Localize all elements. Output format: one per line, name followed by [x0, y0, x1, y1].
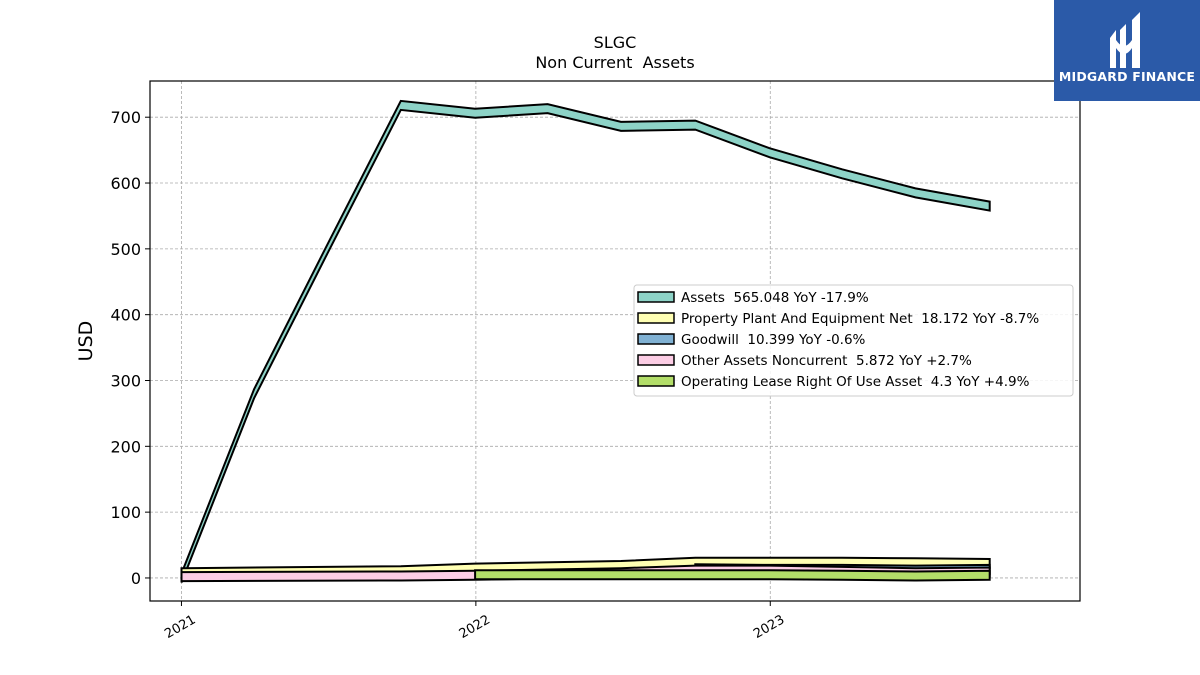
x-tick-label: 2023: [751, 612, 787, 642]
chart-subtitle: Non Current Assets: [535, 53, 694, 72]
series-operating-lease-right-of-use-asset: [474, 569, 991, 582]
y-tick-label: 100: [110, 503, 141, 522]
series-layer: [180, 99, 991, 583]
x-tick-label: 2022: [457, 612, 493, 642]
legend-entry: Other Assets Noncurrent 5.872 YoY +2.7%: [681, 353, 972, 369]
legend-swatch: [637, 354, 675, 366]
logo-mark-icon: [1054, 0, 1200, 101]
plot-frame: [149, 80, 1081, 602]
y-tick-label: 500: [110, 240, 141, 259]
series-assets: [180, 99, 991, 583]
legend-entry: Assets 565.048 YoY -17.9%: [681, 290, 869, 306]
y-tick-label: 300: [110, 371, 141, 390]
y-tick-label: 200: [110, 437, 141, 456]
midgard-finance-logo: MIDGARD FINANCE: [1054, 0, 1200, 101]
legend-entry: Operating Lease Right Of Use Asset 4.3 Y…: [681, 374, 1030, 390]
logo-text: MIDGARD FINANCE: [1058, 69, 1196, 84]
chart-title: SLGC: [594, 33, 637, 52]
legend: Assets 565.048 YoY -17.9% Property Plant …: [633, 284, 1074, 397]
y-tick-label: 700: [110, 108, 141, 127]
legend-swatch: [637, 333, 675, 345]
y-tick-label: 600: [110, 174, 141, 193]
legend-box: [633, 284, 1074, 397]
y-tick-label: 0: [131, 569, 141, 588]
x-tick-label: 2021: [162, 612, 198, 642]
legend-entry: Goodwill 10.399 YoY -0.6%: [681, 332, 866, 348]
y-tick-label: 400: [110, 306, 141, 325]
legend-swatch: [637, 291, 675, 303]
y-axis-label: USD: [75, 321, 97, 362]
legend-entry: Property Plant And Equipment Net 18.172 …: [681, 311, 1039, 327]
legend-swatch: [637, 375, 675, 387]
legend-swatch: [637, 312, 675, 324]
